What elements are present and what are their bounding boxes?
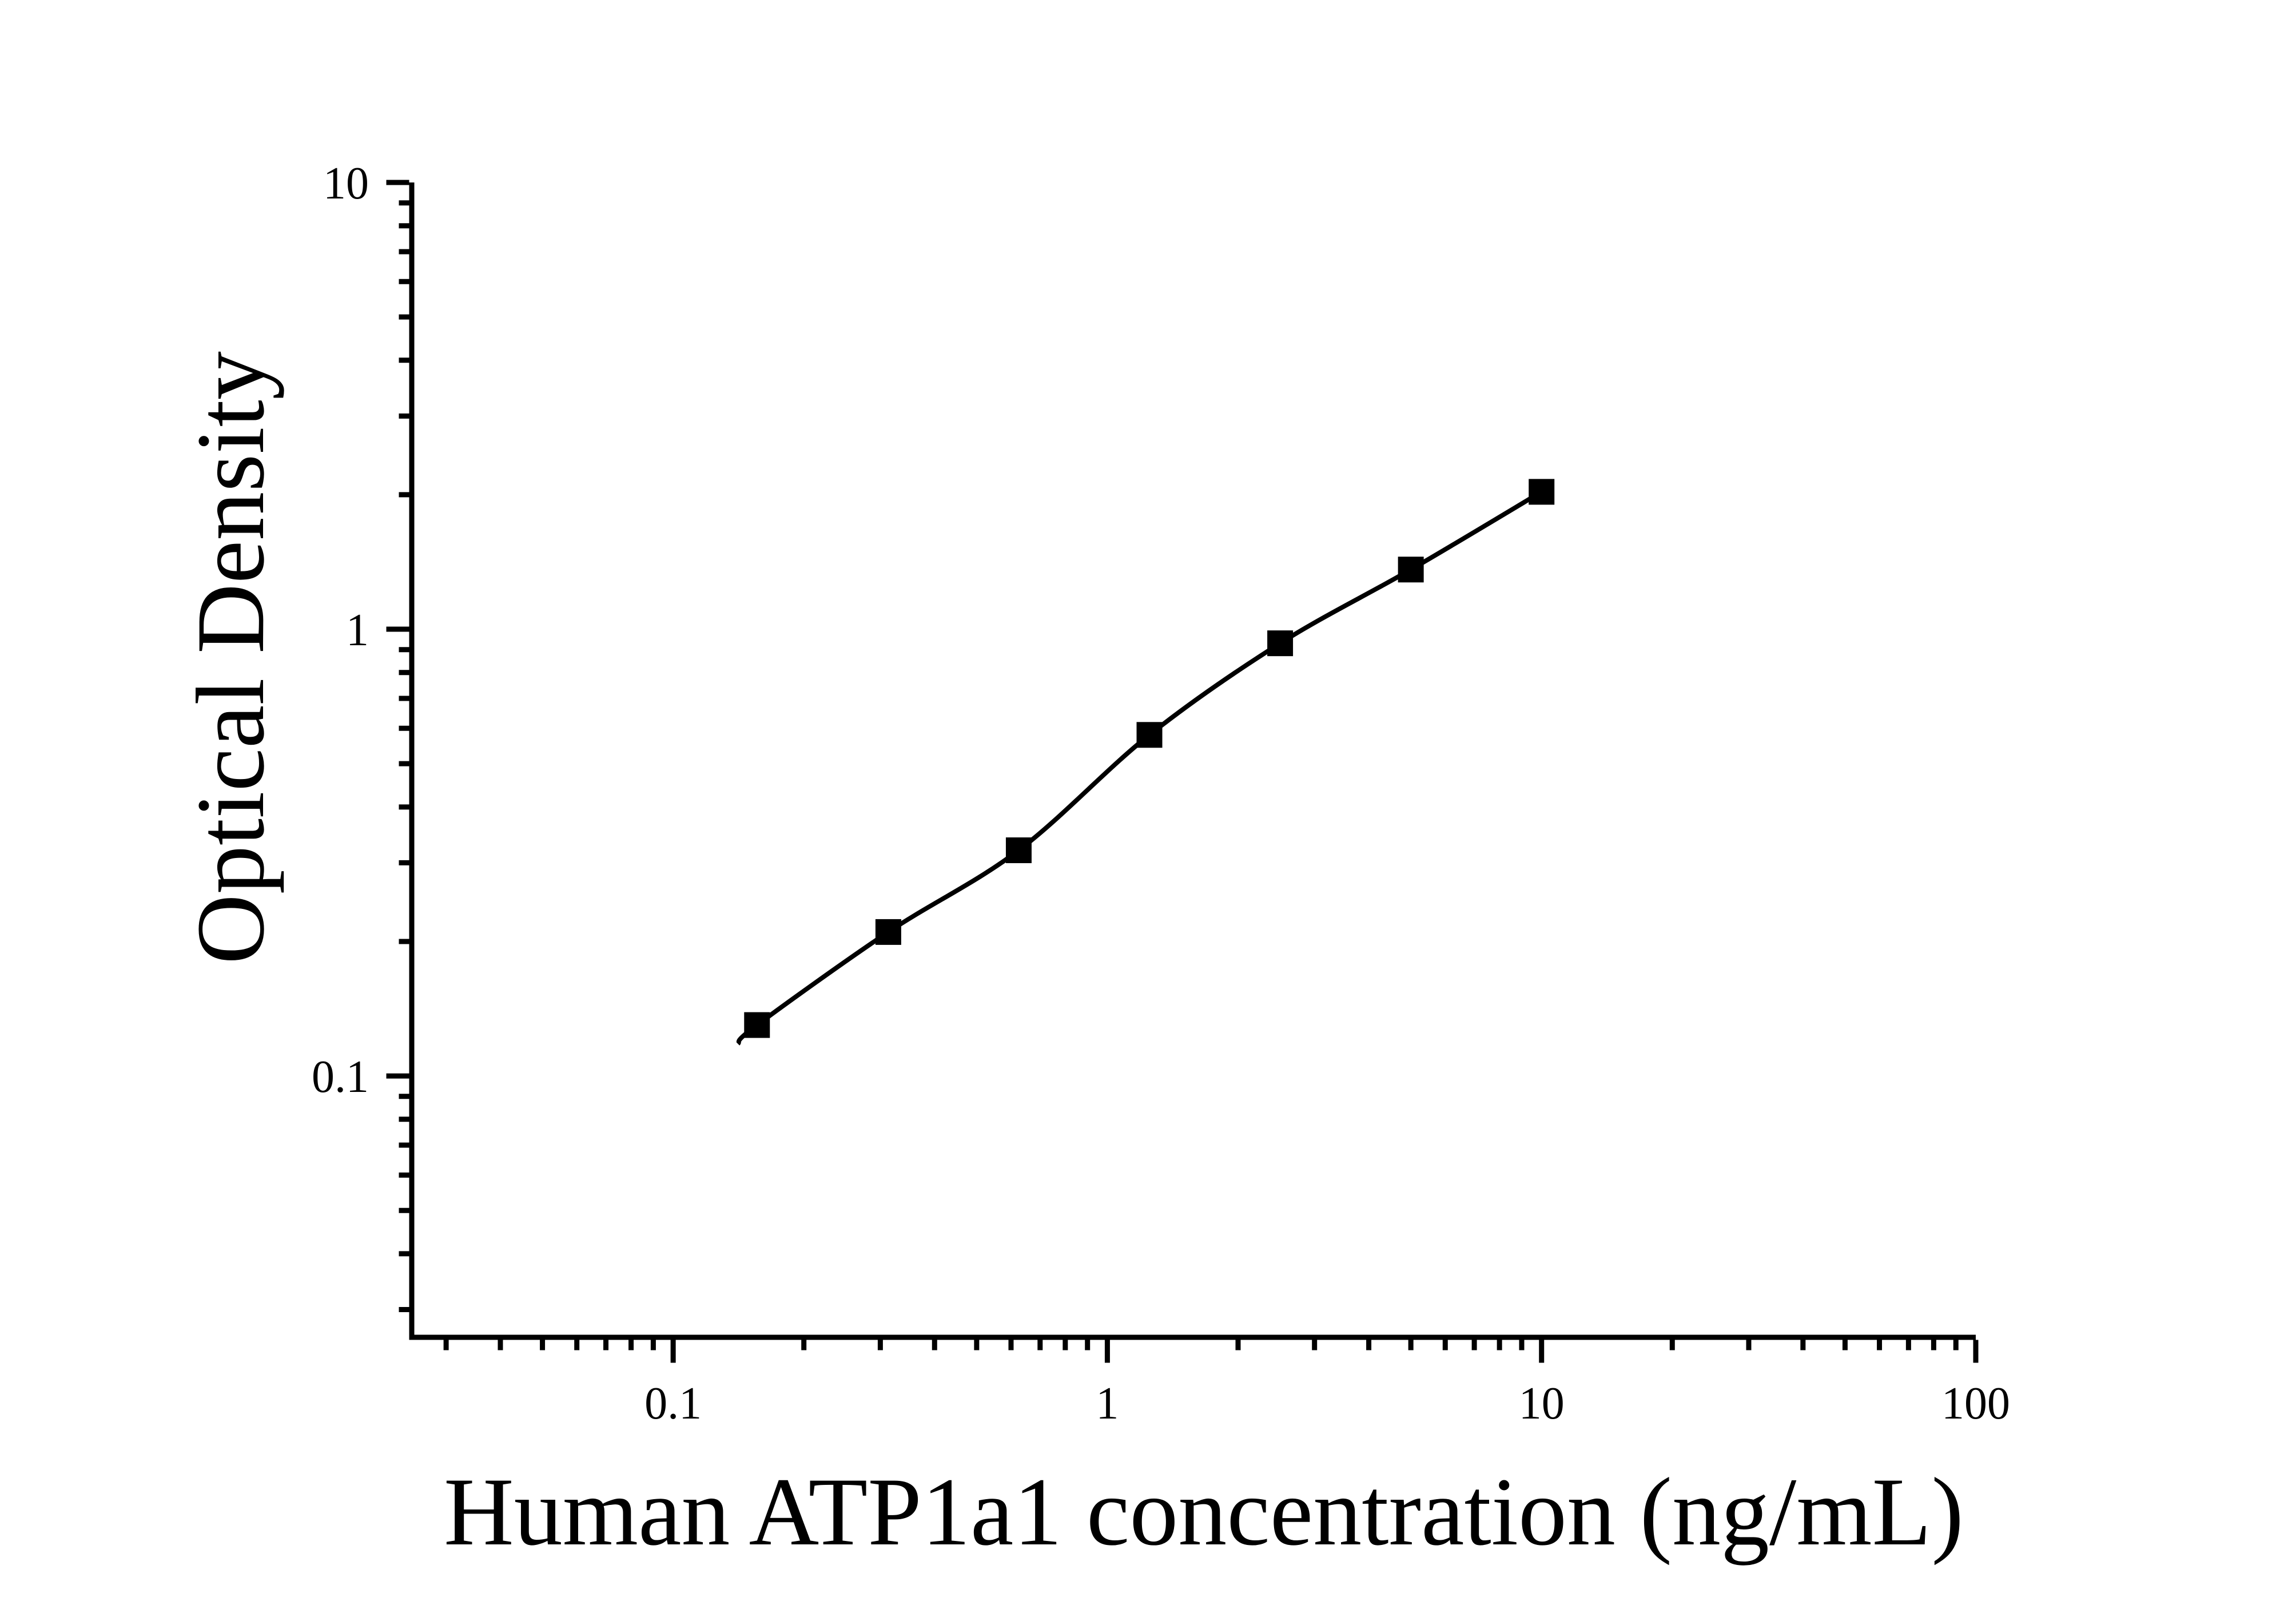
- y-axis-title: Optical Density: [177, 351, 284, 964]
- tick-labels-layer: 0.1 1 10 100 0.1 1 10: [312, 158, 2010, 1429]
- axes-layer: [409, 182, 1976, 1340]
- ticks-layer: [386, 180, 1979, 1363]
- y-tick-label: 1: [346, 605, 369, 655]
- axis-lines: [409, 182, 1976, 1340]
- x-tick-label: 10: [1519, 1378, 1565, 1429]
- y-tick-label: 0.1: [312, 1052, 369, 1102]
- data-point-marker: [1398, 557, 1424, 583]
- x-tick-label: 100: [1941, 1378, 2010, 1429]
- x-tick-label: 1: [1096, 1378, 1119, 1429]
- x-axis-title: Human ATP1a1 concentration (ng/mL): [444, 1458, 1964, 1566]
- data-point-marker: [875, 919, 901, 945]
- series-layer: [736, 479, 1555, 1046]
- data-point-marker: [1136, 722, 1163, 748]
- y-tick-label: 10: [323, 158, 369, 209]
- data-point-marker: [1267, 630, 1294, 657]
- data-point-marker: [1529, 479, 1555, 505]
- data-point-marker: [1005, 837, 1032, 864]
- data-point-marker: [744, 1012, 770, 1038]
- x-tick-label: 0.1: [644, 1378, 702, 1429]
